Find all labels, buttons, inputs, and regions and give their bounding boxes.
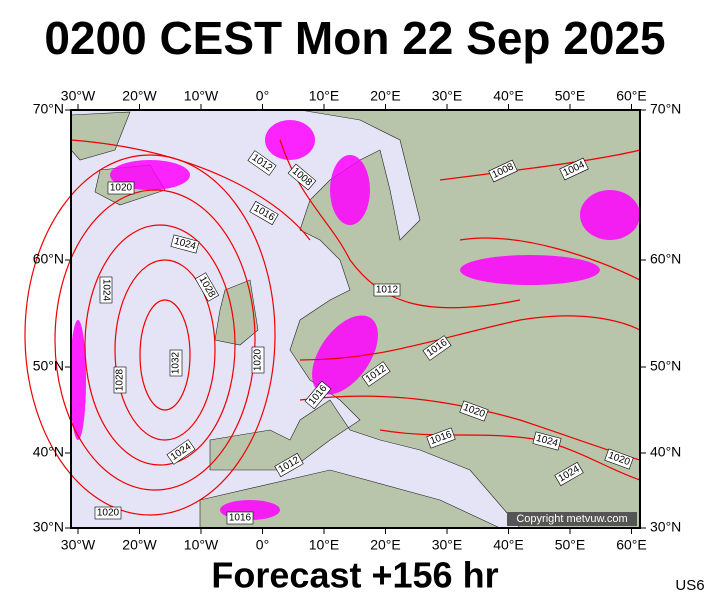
isobar-label-group: 1028 — [113, 366, 127, 394]
isobar-label-box — [274, 452, 304, 478]
isobar-label-group: 1016 — [226, 511, 254, 525]
isobar-label-box — [251, 346, 265, 374]
longitude-label: 60°E — [616, 537, 647, 553]
map-frame — [70, 109, 641, 529]
longitude-label: 40°E — [493, 88, 524, 104]
isobar-label-box — [604, 448, 634, 470]
isobar-label-box — [249, 200, 279, 226]
longitude-label: 50°E — [555, 88, 586, 104]
isobar-label: 1020 — [253, 348, 264, 371]
longitude-label: 50°E — [555, 537, 586, 553]
isobar-label: 1032 — [171, 351, 182, 374]
isobar-label-box — [170, 234, 200, 254]
longitude-label: 30°E — [432, 88, 463, 104]
isobar-label-group: 1024 — [532, 431, 562, 451]
isobar-label-group: 1020 — [94, 506, 122, 520]
latitude-label: 40°N — [33, 444, 64, 460]
isobar-label-group: 1024 — [170, 234, 200, 254]
longitude-label: 20°E — [370, 88, 401, 104]
copyright-box — [507, 512, 637, 526]
isobar-label-group: 1020 — [251, 346, 265, 374]
isobar-label-box — [422, 335, 452, 361]
isobar-label: 1016 — [229, 513, 252, 524]
isobar-label: 1012 — [376, 285, 399, 296]
isobar-label-box — [554, 461, 584, 487]
isobar-label-group: 1012 — [373, 283, 401, 297]
isobar-label-box — [373, 283, 401, 297]
latitude-label: 60°N — [650, 251, 681, 267]
latitude-label: 30°N — [33, 519, 64, 535]
isobar-label-box — [361, 361, 391, 387]
isobar-label-box — [166, 439, 196, 465]
isobar-label-group: 1024 — [99, 276, 113, 304]
longitude-label: 20°E — [370, 537, 401, 553]
isobar-label-box — [559, 157, 589, 181]
latitude-label: 70°N — [650, 101, 681, 117]
isobar-label: 1024 — [100, 279, 111, 302]
isobar-label-box — [426, 427, 456, 449]
longitude-label: 10°E — [309, 88, 340, 104]
isobar-label-box — [226, 511, 254, 525]
title: 0200 CEST Mon 22 Sep 2025 — [44, 12, 665, 64]
isobar-label-box — [194, 272, 220, 302]
latitude-label: 50°N — [33, 358, 64, 374]
longitude-label: 30°W — [61, 88, 96, 104]
latitude-label: 50°N — [650, 358, 681, 374]
longitude-label: 10°E — [309, 537, 340, 553]
isobar-label-box — [107, 181, 135, 195]
map-code: US6 — [675, 577, 704, 594]
isobar-label-box — [459, 400, 489, 422]
precipitation — [70, 120, 640, 520]
longitude-label: 60°E — [616, 88, 647, 104]
isobar-label: 1020 — [97, 508, 120, 519]
latitude-label: 30°N — [650, 519, 681, 535]
latitude-label: 60°N — [33, 251, 64, 267]
isobar-label: 1028 — [115, 368, 126, 391]
longitude-label: 10°W — [184, 88, 219, 104]
forecast-label: Forecast +156 hr — [211, 555, 498, 596]
longitude-label: 30°E — [432, 537, 463, 553]
latitude-label: 70°N — [33, 101, 64, 117]
isobar-label: 1020 — [110, 183, 133, 194]
isobar-label-group: 1020 — [459, 400, 489, 422]
isobar-label-box — [99, 276, 113, 304]
latitude-label: 40°N — [650, 444, 681, 460]
longitude-label: 20°W — [122, 537, 157, 553]
copyright: Copyright metvuw.com — [516, 513, 627, 525]
longitude-label: 0° — [256, 537, 269, 553]
isobar-label-box — [488, 159, 518, 183]
isobar-label-box — [304, 380, 332, 410]
isobar-label-group: 1020 — [107, 181, 135, 195]
isobar-label-box — [94, 506, 122, 520]
longitude-label: 0° — [256, 88, 269, 104]
isobar-label-box — [113, 366, 127, 394]
isobar-label-group: 1032 — [169, 349, 183, 377]
isobar-label-box — [247, 150, 277, 176]
isobar-label-box — [287, 163, 317, 191]
longitude-label: 30°W — [61, 537, 96, 553]
longitude-label: 20°W — [122, 88, 157, 104]
longitude-label: 40°E — [493, 537, 524, 553]
isobar-label-box — [169, 349, 183, 377]
isobar-label-box — [532, 431, 562, 451]
longitude-label: 10°W — [184, 537, 219, 553]
